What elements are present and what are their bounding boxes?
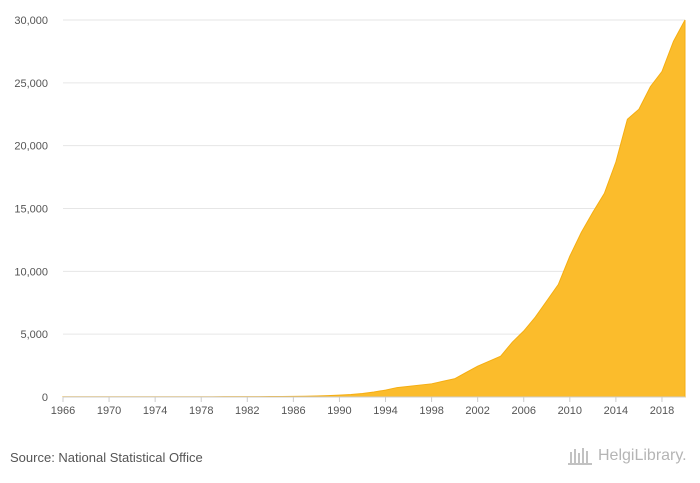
gridlines <box>63 19 685 398</box>
x-tick-label: 2014 <box>604 405 628 417</box>
x-tick-label: 1998 <box>419 405 443 417</box>
y-axis: 0 5,000 10,000 15,000 20,000 25,000 30,000 <box>14 15 48 404</box>
x-tick-label: 1986 <box>281 405 305 417</box>
x-tick-label: 2006 <box>511 405 535 417</box>
x-tick-label: 1978 <box>189 405 213 417</box>
y-tick-label: 30,000 <box>14 15 48 27</box>
x-tick-label: 1990 <box>327 405 351 417</box>
y-tick-label: 25,000 <box>14 78 48 90</box>
helgi-library-logo: HelgiLibrary. <box>568 446 687 466</box>
x-tick-label: 1966 <box>51 405 75 417</box>
x-tick-label: 2002 <box>465 405 489 417</box>
x-tick-label: 1982 <box>235 405 259 417</box>
x-tick-label: 2010 <box>558 405 582 417</box>
library-building-icon <box>568 448 592 465</box>
x-tick-label: 2018 <box>650 405 674 417</box>
y-tick-label: 0 <box>42 392 48 404</box>
x-tick-label: 1970 <box>97 405 121 417</box>
x-axis: 1966 1970 1974 1978 1982 1986 1990 1994 1998 2002… <box>51 396 685 417</box>
brand-name: HelgiLibrary. <box>598 447 687 464</box>
y-tick-label: 20,000 <box>14 141 48 153</box>
y-tick-label: 10,000 <box>14 266 48 278</box>
x-tick-label: 1974 <box>143 405 167 417</box>
x-tick-label: 1994 <box>373 405 397 417</box>
y-tick-label: 5,000 <box>20 329 48 341</box>
y-tick-label: 15,000 <box>14 204 48 216</box>
source-note: Source: National Statistical Office <box>10 450 203 465</box>
